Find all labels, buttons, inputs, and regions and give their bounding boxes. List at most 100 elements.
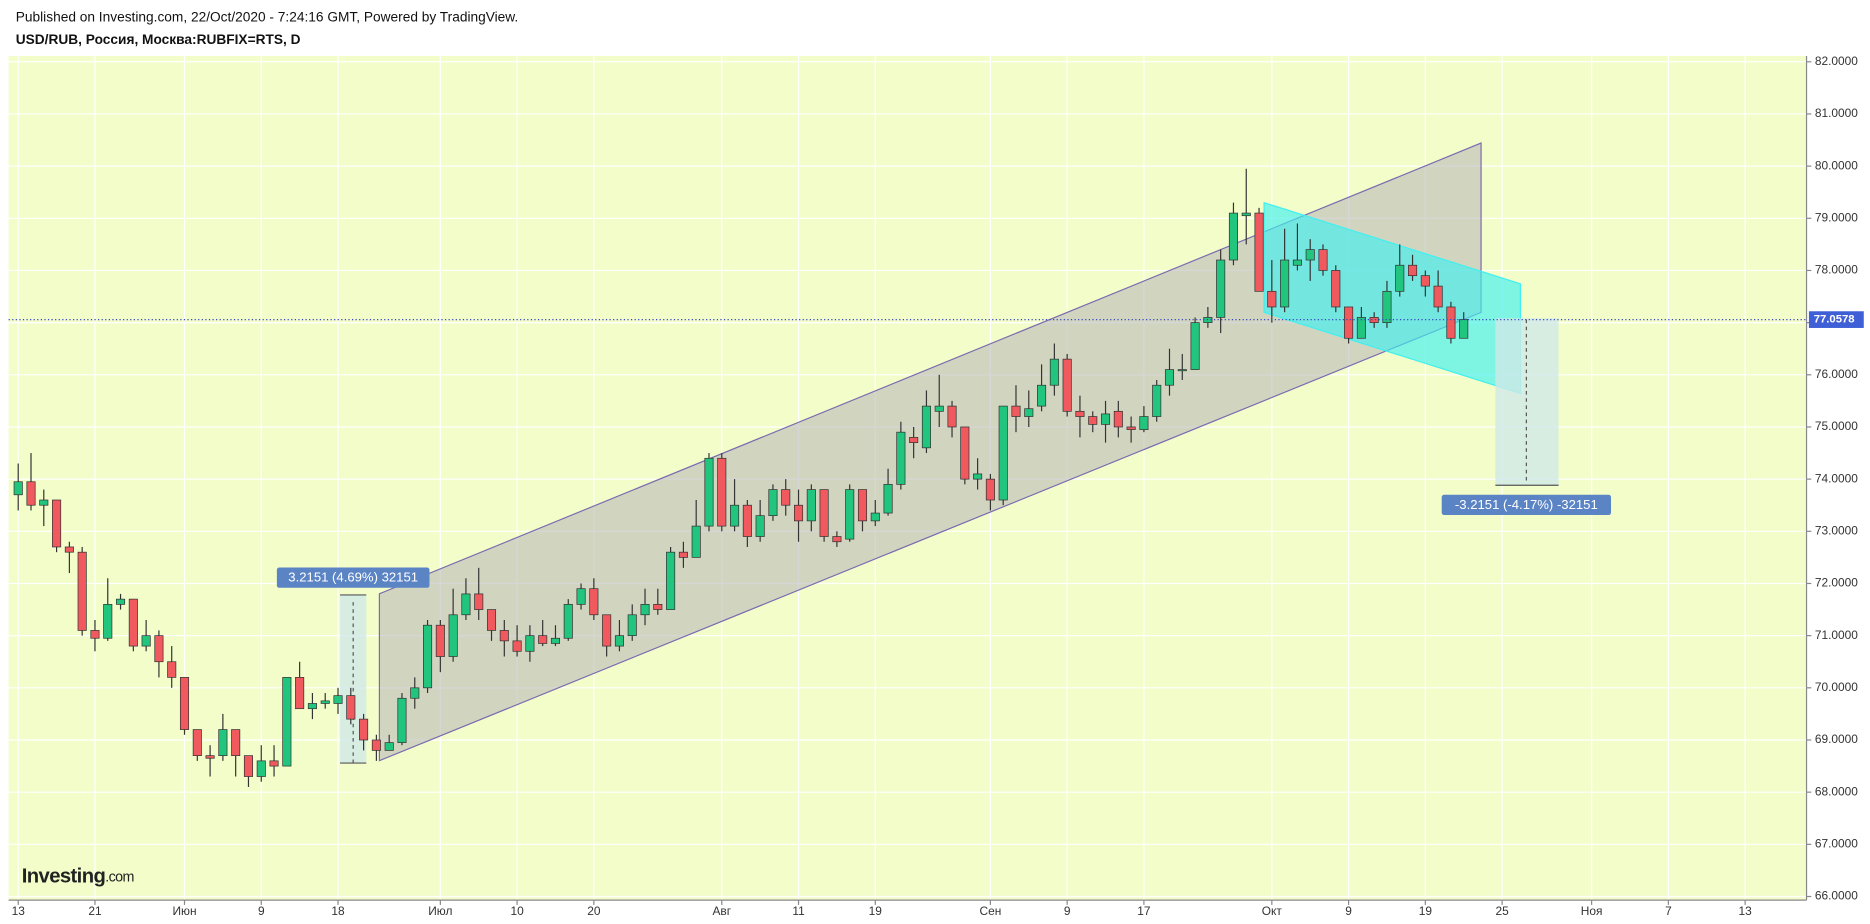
candles — [13, 168, 1469, 787]
x-tick-label: 10 — [510, 904, 524, 918]
candle-body — [52, 499, 62, 548]
candle-body — [678, 551, 688, 558]
y-tick-label: 79.0000 — [1815, 210, 1858, 224]
y-tick-label: 74.0000 — [1815, 471, 1858, 485]
candle-body — [1075, 410, 1085, 417]
candle-body — [333, 695, 343, 704]
x-tick-label: Июн — [172, 904, 196, 918]
candle-body — [717, 457, 727, 527]
candle-body — [1177, 369, 1187, 372]
candle-body — [1267, 290, 1277, 308]
candle-body — [1446, 306, 1456, 339]
chart-title: Published on Investing.com, 22/Oct/2020 … — [16, 10, 518, 25]
y-tick-label: 82.0000 — [1815, 54, 1858, 68]
y-tick-label: 72.0000 — [1815, 576, 1858, 590]
x-tick-label: 13 — [1739, 904, 1753, 918]
candle-body — [704, 457, 714, 527]
x-tick-label: Окт — [1262, 904, 1283, 918]
logo-main: Investing — [22, 866, 106, 888]
last-price-label: 77.0578 — [1814, 314, 1855, 326]
candle-body — [883, 483, 893, 514]
last-price-bg — [1808, 311, 1864, 328]
candle-body — [384, 742, 394, 751]
candle-body — [1331, 270, 1341, 308]
measure-label: -3.2151 (-4.17%) -32151 — [1455, 497, 1598, 512]
candle-body — [1101, 413, 1111, 425]
candle-body — [934, 405, 944, 412]
candle-body — [1344, 306, 1354, 339]
y-tick-label: 81.0000 — [1815, 106, 1858, 120]
candle-body — [1088, 416, 1098, 425]
candle-body — [538, 635, 548, 644]
candle-body — [525, 635, 535, 652]
y-tick-label: 67.0000 — [1815, 836, 1858, 850]
x-tick-label: 20 — [587, 904, 601, 918]
candle-body — [589, 588, 599, 616]
candle-body — [960, 426, 970, 480]
candle-body — [103, 603, 113, 639]
chart-subtitle: USD/RUB, Россия, Москва:RUBFIX=RTS, D — [16, 32, 301, 47]
candle-body — [179, 677, 190, 730]
y-tick-label: 76.0000 — [1815, 367, 1858, 381]
x-tick-label: 9 — [1064, 904, 1071, 918]
candle-body — [563, 603, 573, 639]
candle-body — [269, 760, 279, 767]
candle-body — [486, 609, 497, 631]
candle-body — [1382, 290, 1392, 323]
candle-body — [435, 624, 445, 657]
candle-body — [128, 598, 138, 647]
candle-body — [474, 593, 484, 610]
candle-body — [806, 489, 816, 522]
candle-body — [985, 478, 995, 501]
candle-body — [1024, 408, 1034, 417]
candle-body — [1395, 264, 1405, 292]
candle-body — [1164, 369, 1175, 386]
candle-body — [1356, 317, 1366, 339]
candle-body — [282, 677, 292, 767]
candle-body — [295, 677, 305, 710]
candle-body — [320, 700, 330, 704]
candle-body — [64, 546, 74, 553]
candle-body — [576, 588, 586, 605]
y-tick-label: 66.0000 — [1815, 889, 1858, 903]
candle-body — [499, 630, 509, 642]
candle-body — [742, 504, 752, 537]
candle-body — [1420, 275, 1430, 287]
logo: Investing.com — [22, 866, 134, 888]
x-tick-label: 19 — [1419, 904, 1433, 918]
y-tick-label: 80.0000 — [1815, 158, 1858, 172]
candle-body — [1292, 259, 1302, 266]
candle-body — [1305, 249, 1315, 261]
candle-body — [205, 755, 215, 759]
candle-body — [909, 437, 919, 443]
candle-body — [39, 499, 49, 506]
candle-body — [1318, 249, 1328, 271]
candle-body — [998, 405, 1008, 501]
candle-body — [947, 405, 957, 428]
candle-body — [512, 640, 522, 652]
candle-body — [1369, 317, 1379, 323]
candle-body — [231, 729, 241, 757]
candle-body — [461, 593, 471, 616]
candle-body — [870, 512, 880, 522]
measure-label: 3.2151 (4.69%) 32151 — [288, 570, 418, 585]
candle-body — [730, 504, 740, 527]
logo-suffix: .com — [105, 869, 134, 885]
candle-body — [602, 614, 612, 647]
x-tick-label: Ноя — [1581, 904, 1603, 918]
axes: 66.0000 67.0000 68.0000 69.0000 70.0000 71.00… — [8, 54, 1864, 918]
candle-body — [410, 687, 420, 699]
x-tick-label: 13 — [12, 904, 26, 918]
candle-body — [857, 489, 868, 522]
candle-body — [192, 729, 202, 757]
x-tick-label: 7 — [1665, 904, 1672, 918]
candle-body — [371, 739, 381, 751]
y-tick-label: 75.0000 — [1815, 419, 1858, 433]
candle-body — [1011, 405, 1021, 417]
candle-body — [77, 551, 87, 631]
candle-body — [614, 635, 624, 647]
candle-body — [1216, 259, 1226, 318]
x-tick-label: 21 — [88, 904, 102, 918]
x-tick-label: Авг — [712, 904, 731, 918]
